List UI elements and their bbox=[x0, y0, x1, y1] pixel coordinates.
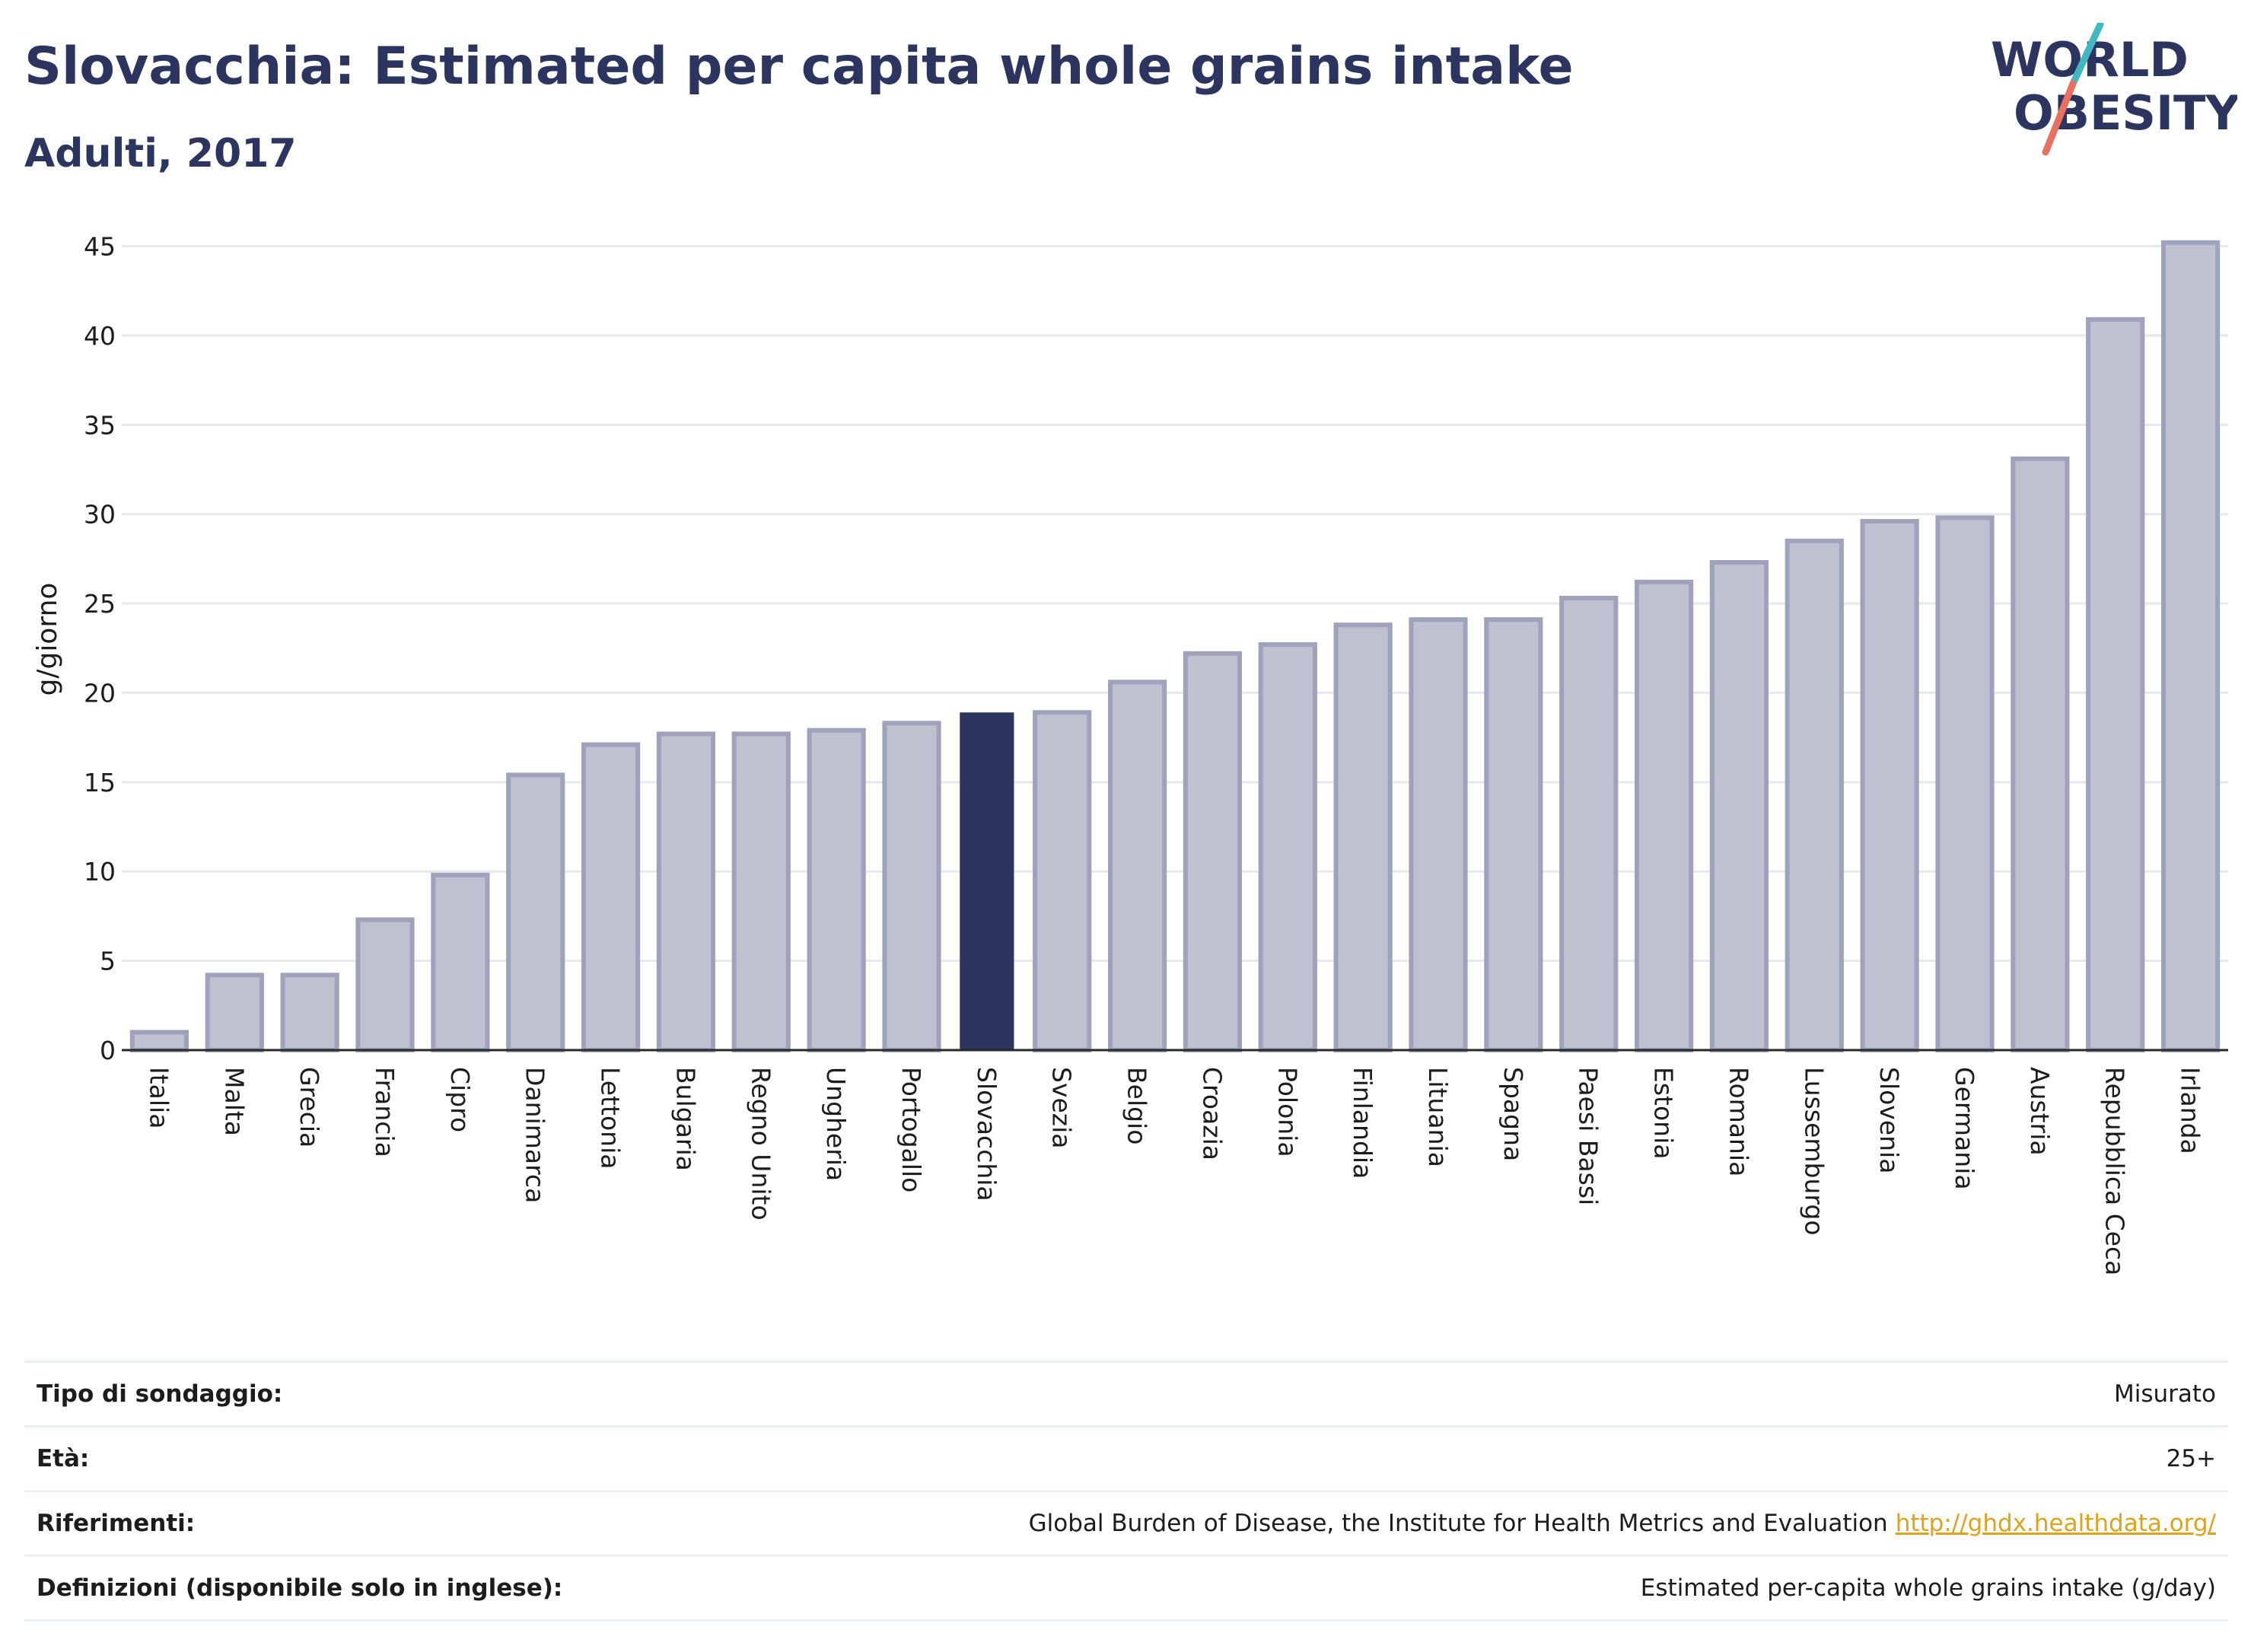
y-tick-label: 5 bbox=[100, 947, 116, 976]
y-tick-label: 10 bbox=[84, 857, 116, 886]
bar bbox=[1860, 519, 1919, 1052]
info-label: Tipo di sondaggio: bbox=[37, 1380, 283, 1408]
x-tick-label: Finlandia bbox=[1348, 1067, 1377, 1179]
x-tick-label: Regno Unito bbox=[746, 1067, 775, 1221]
logo-slash-bottom bbox=[2042, 80, 2077, 156]
x-tick-label: Polonia bbox=[1272, 1067, 1302, 1157]
x-tick-label: Slovenia bbox=[1874, 1067, 1904, 1173]
x-tick-label: Portogallo bbox=[896, 1067, 926, 1192]
x-tick-label: Lussemburgo bbox=[1799, 1067, 1829, 1236]
x-tick-label: Francia bbox=[370, 1067, 400, 1157]
bar bbox=[960, 712, 1014, 1050]
x-tick-label: Belgio bbox=[1122, 1067, 1152, 1144]
bar bbox=[506, 772, 565, 1052]
x-tick-label: Spagna bbox=[1498, 1067, 1528, 1161]
y-tick-label: 35 bbox=[84, 410, 116, 440]
y-tick-label: 15 bbox=[84, 768, 116, 797]
y-tick-label: 30 bbox=[84, 500, 116, 530]
bar bbox=[1559, 596, 1619, 1052]
bar bbox=[581, 742, 641, 1052]
bar bbox=[2086, 317, 2145, 1052]
chart-title: Slovacchia: Estimated per capita whole g… bbox=[24, 37, 1574, 97]
bar bbox=[882, 721, 941, 1052]
y-axis-label: g/giorno bbox=[32, 583, 63, 696]
info-value: Estimated per-capita whole grains intake… bbox=[1640, 1574, 2216, 1602]
bar bbox=[1484, 617, 1543, 1052]
y-tick-label: 25 bbox=[84, 589, 116, 619]
x-tick-label: Germania bbox=[1950, 1067, 1979, 1190]
y-tick-label: 40 bbox=[84, 321, 116, 351]
x-tick-label: Italia bbox=[144, 1067, 174, 1128]
x-tick-label: Slovacchia bbox=[972, 1067, 1001, 1202]
info-row-survey-type: Tipo di sondaggio: Misurato bbox=[24, 1361, 2228, 1425]
bar bbox=[1709, 560, 1769, 1052]
bar-chart: 0 5 10 15 20 25 30 35 40 45 g/giorno Italia Malta Gre… bbox=[32, 231, 2228, 1275]
bar bbox=[1183, 651, 1243, 1052]
x-tick-label: Lettonia bbox=[596, 1067, 626, 1169]
info-label: Età: bbox=[37, 1445, 90, 1472]
info-table: Tipo di sondaggio: Misurato Età: 25+ Rif… bbox=[24, 1361, 2228, 1622]
bar bbox=[656, 731, 716, 1052]
bar bbox=[1785, 538, 1844, 1052]
info-row-age: Età: 25+ bbox=[24, 1425, 2228, 1490]
bar bbox=[1409, 617, 1468, 1052]
x-tick-label: Grecia bbox=[295, 1067, 324, 1147]
x-tick-label: Danimarca bbox=[521, 1067, 550, 1203]
world-obesity-logo: WORLD OBESITY bbox=[1991, 23, 2237, 156]
reference-link[interactable]: http://ghdx.healthdata.org/ bbox=[1895, 1510, 2216, 1537]
x-tick-label: Ungheria bbox=[821, 1067, 851, 1181]
bar bbox=[355, 917, 415, 1052]
bar bbox=[2160, 240, 2221, 1053]
bar bbox=[1107, 680, 1167, 1052]
bar bbox=[1935, 515, 1995, 1052]
x-tick-label: Irlanda bbox=[2176, 1067, 2205, 1154]
x-tick-label: Austria bbox=[2025, 1067, 2055, 1156]
x-tick-label: Paesi Bassi bbox=[1574, 1067, 1603, 1205]
y-tick-label: 20 bbox=[84, 678, 116, 708]
logo-slash-top bbox=[2069, 23, 2104, 88]
bar bbox=[1258, 642, 1317, 1052]
bar bbox=[1333, 622, 1393, 1052]
x-tick-label: Estonia bbox=[1649, 1067, 1679, 1159]
x-tick-label: Bulgaria bbox=[670, 1067, 700, 1171]
x-tick-label: Repubblica Ceca bbox=[2100, 1067, 2130, 1275]
bar bbox=[1634, 579, 1694, 1052]
x-tick-label: Svezia bbox=[1047, 1067, 1077, 1149]
info-value: Global Burden of Disease, the Institute … bbox=[1029, 1510, 2228, 1537]
bar bbox=[2011, 456, 2070, 1052]
bar bbox=[1033, 710, 1092, 1052]
bar bbox=[280, 972, 339, 1053]
info-row-definitions: Definizioni (disponibile solo in inglese… bbox=[24, 1555, 2228, 1622]
x-tick-label: Cipro bbox=[445, 1067, 475, 1132]
bar bbox=[731, 731, 791, 1052]
bar bbox=[129, 1030, 189, 1052]
info-label: Riferimenti: bbox=[37, 1510, 196, 1537]
info-value: Misurato bbox=[2113, 1380, 2216, 1408]
y-tick-label: 0 bbox=[100, 1036, 116, 1065]
bar bbox=[807, 727, 866, 1052]
reference-text: Global Burden of Disease, the Institute … bbox=[1028, 1510, 1888, 1537]
y-tick-label: 45 bbox=[84, 231, 116, 261]
x-tick-label: Lituania bbox=[1423, 1067, 1453, 1167]
x-tick-label: Croazia bbox=[1197, 1067, 1227, 1160]
bar bbox=[205, 972, 264, 1053]
info-label: Definizioni (disponibile solo in inglese… bbox=[37, 1574, 563, 1602]
x-tick-label: Romania bbox=[1724, 1067, 1753, 1176]
x-tick-label: Malta bbox=[219, 1067, 249, 1136]
info-row-references: Riferimenti: Global Burden of Disease, t… bbox=[24, 1490, 2228, 1555]
chart-subtitle: Adulti, 2017 bbox=[24, 131, 297, 177]
bar bbox=[431, 872, 490, 1053]
info-value: 25+ bbox=[2166, 1445, 2216, 1472]
